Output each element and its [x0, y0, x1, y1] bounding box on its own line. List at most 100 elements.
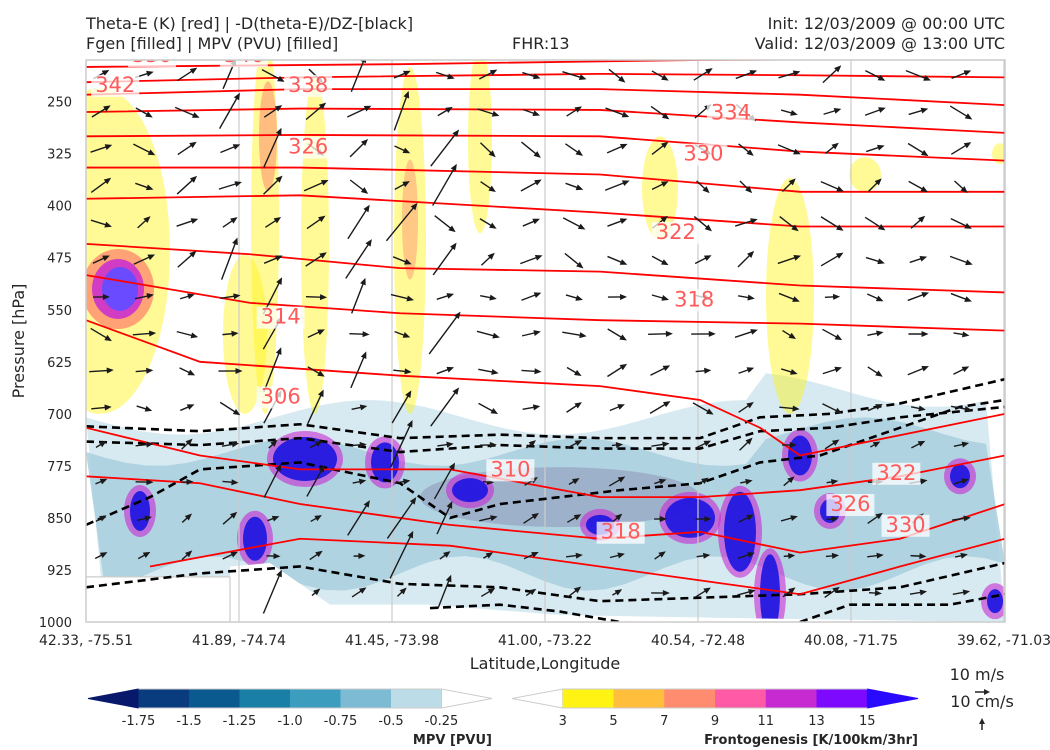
wind-vector-head [402, 181, 410, 188]
x-tick-label: 40.54, -72.48 [651, 633, 745, 649]
wind-vector-head [189, 250, 197, 258]
wind-vector [390, 422, 412, 468]
wind-vector-head [919, 255, 928, 262]
wind-vector-head [750, 329, 758, 335]
wind-vector-head [187, 369, 196, 376]
wind-vector-head [662, 401, 671, 408]
contour-label-bg [706, 102, 755, 125]
wind-vector-head [790, 369, 798, 375]
wind-vector-head [270, 439, 278, 447]
wind-vector-head [532, 110, 541, 117]
ref-horizontal-arrowhead-icon [984, 689, 990, 695]
contour-label: 322 [656, 220, 696, 244]
wind-vector-head [403, 70, 411, 77]
wind-vector-head [573, 514, 582, 521]
valid-time-label: Valid: 12/03/2009 @ 13:00 UTC [754, 34, 1005, 53]
colorbar-tick-label: 11 [757, 714, 774, 729]
colorbar-segment [816, 689, 868, 708]
colorbar-title: Frontogenesis [K/100km/3hr] [704, 733, 918, 748]
wind-vector-head [620, 293, 628, 300]
wind-vector-head [921, 330, 929, 337]
wind-vector-head [746, 149, 754, 156]
colorbar-tick-label: -0.5 [378, 714, 403, 729]
colorbar-tick-label: -0.75 [324, 714, 358, 729]
wind-vector [350, 60, 365, 93]
wind-vector-head [617, 476, 626, 483]
wind-vector-head [528, 588, 537, 596]
wind-vector-head [533, 292, 542, 298]
y-axis-label: Pressure [hPa] [9, 284, 28, 399]
fgen-fill-region [766, 177, 814, 414]
wind-vector-head [577, 223, 586, 230]
y-tick-label: 550 [47, 304, 72, 319]
wind-vector-head [146, 367, 154, 374]
wind-vector-head [403, 478, 411, 485]
wind-vector-head [745, 186, 753, 194]
wind-vector-head [789, 441, 797, 448]
wind-vector-head [410, 202, 418, 211]
stability-contour-line [86, 561, 1005, 603]
colorbar-tick-label: -1.0 [277, 714, 302, 729]
wind-vector-head [489, 222, 497, 229]
y-tick-label: 325 [47, 148, 72, 163]
wind-vector-head [443, 551, 451, 558]
wind-vector-head [99, 441, 107, 448]
wind-vector-head [446, 501, 453, 509]
wind-vector-head [490, 515, 498, 522]
colorbar-tick-label: -0.25 [425, 714, 459, 729]
contour-label-bg [284, 74, 333, 97]
wind-vector-head [834, 65, 842, 73]
y-tick-label: 700 [47, 408, 72, 423]
contour-label-bg [284, 136, 333, 159]
wind-vector-head [319, 252, 327, 259]
wind-vectors [89, 60, 973, 614]
wind-vector [347, 502, 369, 536]
wind-vector-head [534, 254, 543, 261]
wind-vector-head [230, 551, 239, 558]
wind-vector-head [99, 552, 108, 559]
wind-vector-head [746, 514, 754, 521]
theta-e-contour-line [86, 88, 1005, 106]
wind-vector-head [533, 330, 541, 336]
wind-vector-head [964, 222, 972, 229]
x-tick-label: 41.00, -73.22 [498, 633, 592, 649]
wind-vector-head [964, 113, 973, 120]
wind-vector-head [403, 90, 410, 99]
wind-vector-head [274, 105, 283, 112]
wind-vector-head [445, 574, 452, 583]
theta-e-contour-line [149, 537, 1005, 596]
wind-vector-head [619, 218, 628, 225]
colorbar-segment [866, 688, 919, 709]
fgen-fill-region [259, 81, 277, 192]
wind-vector-head [146, 441, 154, 448]
wind-vector-head [230, 217, 238, 224]
wind-vector-head [617, 404, 625, 410]
wind-vector-head [106, 367, 114, 374]
wind-vector-head [103, 105, 111, 112]
contour-label-bg [127, 60, 176, 68]
wind-vector-head [874, 590, 882, 597]
wind-vector-head [186, 478, 194, 485]
theta-e-contour-line [86, 134, 1005, 162]
colorbar-segment [664, 689, 716, 708]
wind-vector-head [148, 330, 157, 337]
fgen-fill-region [86, 87, 170, 414]
wind-vector-head [964, 296, 972, 302]
wind-vector-head [573, 586, 582, 594]
wind-vector-head [831, 439, 840, 446]
wind-vector-head [275, 255, 283, 262]
contour-label: 310 [490, 457, 530, 481]
wind-vector-head [231, 330, 239, 337]
wind-vector-head [448, 462, 455, 471]
wind-vector-head [701, 477, 709, 485]
wind-vector-head [575, 184, 584, 191]
wind-vector-head [273, 553, 281, 560]
contour-label: 334 [711, 101, 751, 125]
wind-vector-head [661, 141, 669, 149]
wind-vector-head [358, 478, 367, 485]
wind-vector-head [830, 478, 839, 485]
ref-vertical-label: 10 cm/s [950, 692, 1014, 711]
wind-vector-head [923, 75, 931, 81]
wind-vector [432, 244, 456, 276]
